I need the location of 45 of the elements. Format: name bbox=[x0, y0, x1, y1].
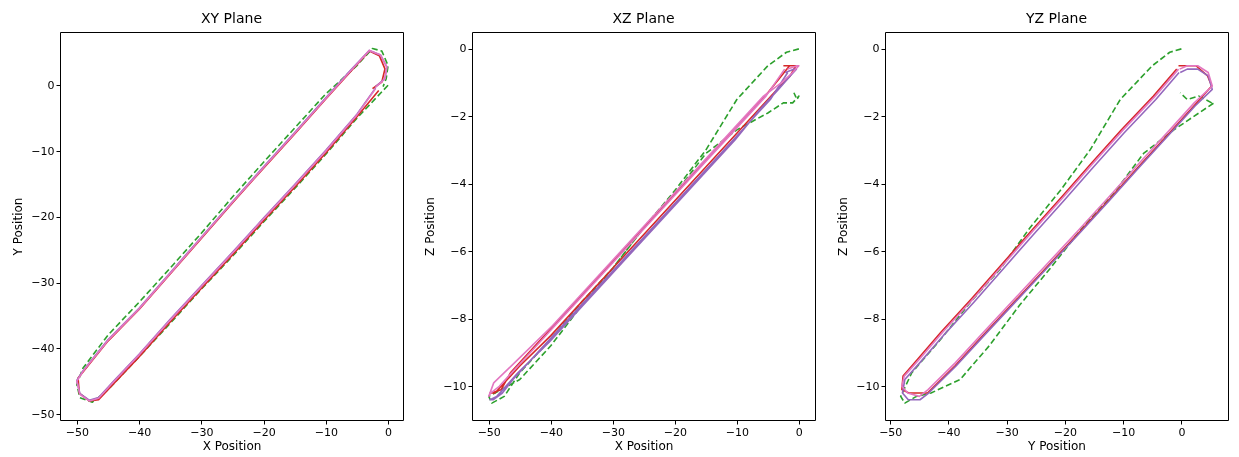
chart-title: XZ Plane bbox=[612, 10, 675, 26]
x-tick-label: −20 bbox=[252, 425, 276, 439]
x-tick-label: −30 bbox=[601, 425, 625, 439]
y-tick-label: −2 bbox=[450, 109, 467, 123]
y-tick-label: 0 bbox=[872, 42, 880, 56]
y-tick-label: 0 bbox=[459, 42, 467, 56]
y-tick-label: −10 bbox=[856, 379, 880, 393]
y-axis-title: Z Position bbox=[423, 197, 438, 256]
x-tick-label: 0 bbox=[385, 425, 393, 439]
x-tick-label: −10 bbox=[1112, 425, 1136, 439]
x-tick-label: −40 bbox=[127, 425, 152, 439]
x-axis-title: Y Position bbox=[1027, 438, 1086, 453]
y-tick-label: −8 bbox=[863, 312, 880, 326]
x-tick-label: −50 bbox=[879, 425, 903, 439]
chart-title: XY Plane bbox=[201, 10, 262, 26]
y-tick-label: −6 bbox=[863, 244, 880, 258]
y-tick-label: −30 bbox=[31, 276, 55, 290]
x-tick-label: 0 bbox=[795, 425, 803, 439]
x-tick-label: −20 bbox=[663, 425, 687, 439]
y-tick-label: −20 bbox=[31, 210, 55, 224]
y-tick-label: −40 bbox=[31, 341, 55, 355]
y-tick-label: −50 bbox=[31, 407, 55, 421]
x-tick-label: −30 bbox=[995, 425, 1019, 439]
y-tick-label: −4 bbox=[863, 177, 880, 191]
chart-title: YZ Plane bbox=[1025, 10, 1087, 26]
x-axis-title: X Position bbox=[202, 438, 262, 453]
x-tick-label: −30 bbox=[190, 425, 214, 439]
x-tick-label: −50 bbox=[65, 425, 89, 439]
x-tick-label: −50 bbox=[477, 425, 501, 439]
x-tick-label: −20 bbox=[1053, 425, 1078, 439]
y-tick-label: −6 bbox=[450, 244, 467, 258]
y-tick-label: −4 bbox=[450, 177, 467, 191]
x-tick-label: −40 bbox=[937, 425, 961, 439]
x-tick-label: −10 bbox=[725, 425, 749, 439]
y-tick-label: −10 bbox=[31, 144, 55, 158]
x-axis-title: X Position bbox=[614, 438, 674, 453]
y-axis-title: Y Position bbox=[11, 197, 26, 257]
x-tick-label: 0 bbox=[1178, 425, 1186, 439]
y-tick-label: 0 bbox=[47, 78, 55, 92]
y-tick-label: −10 bbox=[443, 379, 467, 393]
y-axis-title: Z Position bbox=[836, 197, 851, 256]
y-tick-label: −2 bbox=[863, 109, 880, 123]
y-tick-label: −8 bbox=[450, 312, 467, 326]
x-tick-label: −40 bbox=[539, 425, 563, 439]
x-tick-label: −10 bbox=[314, 425, 338, 439]
